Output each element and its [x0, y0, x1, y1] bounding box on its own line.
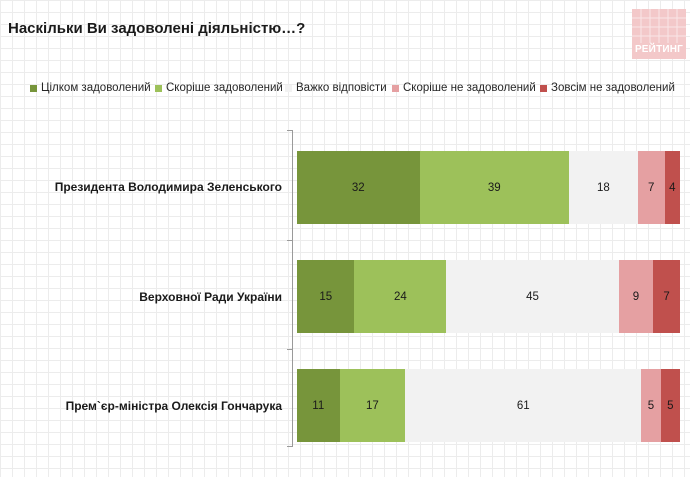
bar-segment: 39 [419, 151, 569, 224]
legend-item-fully-satisfied: Цілком задоволений [30, 82, 151, 94]
data-label: 45 [526, 290, 539, 303]
bar-segment: 9 [618, 260, 654, 333]
legend-item-not-satisfied: Зовсім не задоволений [540, 82, 675, 94]
legend-swatch [30, 84, 37, 92]
legend-swatch [285, 84, 292, 92]
legend-label: Скоріше задоволений [166, 82, 283, 94]
chart-legend: Цілком задоволений Скоріше задоволений В… [0, 82, 690, 98]
bar-segment: 5 [641, 369, 661, 442]
bar-segment: 61 [405, 369, 642, 442]
data-label: 11 [312, 399, 325, 412]
rating-logo: РЕЙТИНГ [632, 9, 686, 59]
data-label: 18 [596, 181, 610, 194]
bar-segment: 18 [568, 151, 638, 224]
data-label: 17 [366, 399, 379, 412]
data-label: 9 [632, 290, 640, 303]
bar-segment: 45 [446, 260, 619, 333]
data-label: 32 [351, 181, 365, 194]
data-label: 24 [393, 290, 407, 303]
bar-segment: 5 [660, 369, 680, 442]
bar-segment: 15 [297, 260, 355, 333]
logo-text: РЕЙТИНГ [634, 44, 684, 55]
data-label: 39 [487, 181, 501, 194]
category-label: Прем`єр-міністра Олексія Гончарука [65, 399, 282, 413]
legend-label: Важко відповісти [296, 82, 387, 94]
bar-segment: 7 [653, 260, 680, 333]
data-label: 7 [648, 181, 655, 194]
data-label: 5 [667, 399, 674, 412]
chart-title: Наскільки Ви задоволені діяльністю…? [8, 20, 306, 37]
category-axis [292, 130, 293, 447]
data-label: 7 [663, 290, 670, 303]
legend-swatch [540, 84, 547, 92]
axis-tick [287, 240, 293, 241]
legend-label: Цілком задоволений [41, 82, 151, 94]
category-label: Верховної Ради України [139, 290, 282, 304]
legend-item-rather-satisfied: Скоріше задоволений [155, 82, 283, 94]
legend-item-rather-dissatisfied: Скоріше не задоволений [392, 82, 536, 94]
axis-tick [287, 130, 293, 131]
category-label: Президента Володимира Зеленського [54, 180, 282, 194]
bar-segment: 32 [297, 151, 420, 224]
bar-segment: 7 [637, 151, 665, 224]
bar-segment: 24 [354, 260, 447, 333]
data-label: 61 [516, 399, 530, 412]
axis-tick [287, 446, 293, 447]
legend-swatch [392, 84, 399, 92]
legend-label: Зовсім не задоволений [551, 82, 675, 94]
data-label: 4 [669, 181, 676, 194]
axis-tick [287, 349, 293, 350]
legend-label: Скоріше не задоволений [403, 82, 536, 94]
bar-segment: 4 [664, 151, 680, 224]
logo-grid-icon [632, 9, 686, 43]
legend-swatch [155, 84, 162, 92]
data-label: 15 [319, 290, 333, 303]
bar-segment: 17 [339, 369, 406, 442]
legend-item-hard-to-say: Важко відповісти [285, 82, 387, 94]
data-label: 5 [647, 399, 655, 412]
bar-segment: 11 [297, 369, 340, 442]
